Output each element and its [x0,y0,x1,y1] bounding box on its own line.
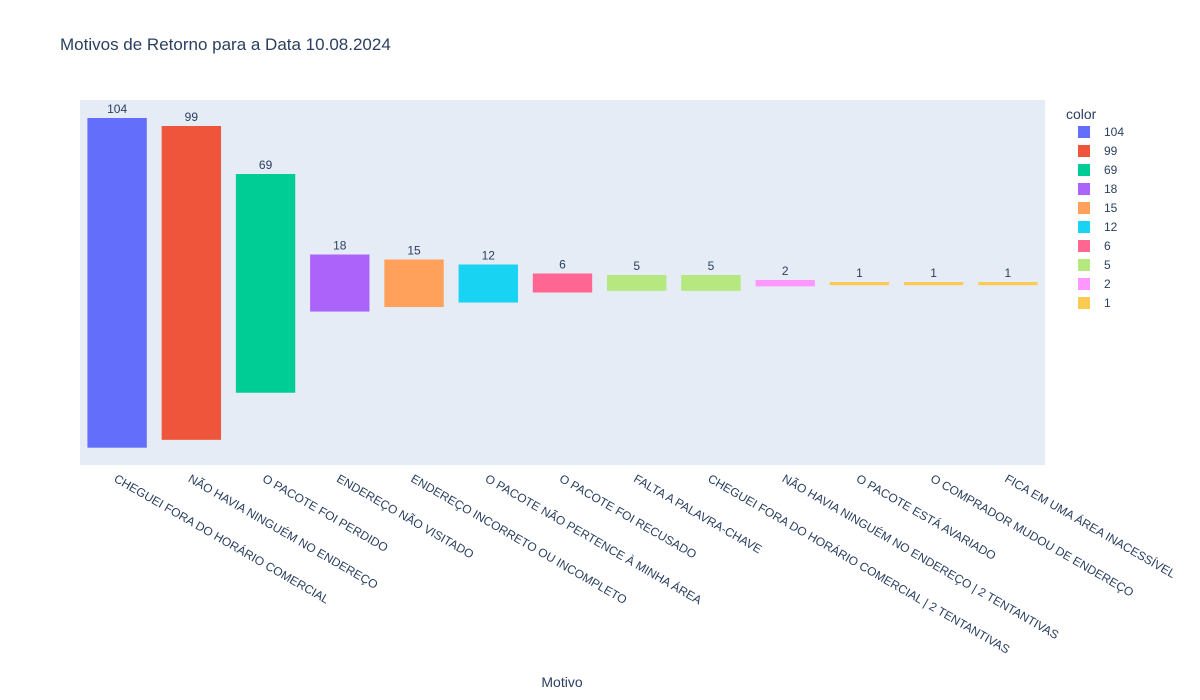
legend-label-9[interactable]: 2 [1104,277,1111,291]
data-label-7: 6 [559,258,566,272]
data-label-10: 2 [782,264,789,278]
legend-label-10[interactable]: 1 [1104,296,1111,310]
legend-swatch-7[interactable] [1078,240,1090,252]
bar-12[interactable] [903,282,964,286]
data-label-13: 1 [1005,266,1012,280]
legend-swatch-4[interactable] [1078,183,1090,195]
legend-label-2[interactable]: 99 [1104,144,1118,158]
bar-10[interactable] [755,280,815,287]
data-label-3: 69 [259,158,273,172]
legend-swatch-8[interactable] [1078,259,1090,271]
legend-swatch-6[interactable] [1078,221,1090,233]
data-label-2: 99 [185,110,199,124]
bar-9[interactable] [681,275,741,291]
bar-2[interactable] [161,126,222,440]
legend-swatch-10[interactable] [1078,297,1090,309]
data-label-4: 18 [333,239,347,253]
data-label-11: 1 [856,266,863,280]
data-label-6: 12 [482,249,496,263]
legend: color 104 99 69 18 15 12 6 5 2 1 [1066,106,1124,310]
legend-swatch-5[interactable] [1078,202,1090,214]
bar-6[interactable] [458,264,518,303]
legend-swatch-2[interactable] [1078,145,1090,157]
chart-title: Motivos de Retorno para a Data 10.08.202… [60,35,391,54]
data-label-8: 5 [633,259,640,273]
legend-label-6[interactable]: 12 [1104,220,1118,234]
bar-5[interactable] [384,259,444,308]
bar-4[interactable] [310,254,370,312]
data-label-1: 104 [107,102,127,116]
legend-label-4[interactable]: 18 [1104,182,1118,196]
legend-swatch-9[interactable] [1078,278,1090,290]
legend-swatch-3[interactable] [1078,164,1090,176]
bar-13[interactable] [978,282,1038,286]
x-axis-title: Motivo [541,674,582,690]
legend-label-8[interactable]: 5 [1104,258,1111,272]
bar-8[interactable] [607,275,667,291]
data-label-5: 15 [407,244,421,258]
bars-layer [87,118,1038,448]
legend-label-1[interactable]: 104 [1104,125,1124,139]
bar-11[interactable] [829,282,890,286]
bar-1[interactable] [87,118,147,448]
data-label-9: 5 [708,259,715,273]
legend-label-7[interactable]: 6 [1104,239,1111,253]
data-label-12: 1 [930,266,937,280]
data-labels-layer: 104 99 69 18 15 12 6 5 5 2 1 1 1 [107,102,1011,280]
legend-label-5[interactable]: 15 [1104,201,1118,215]
legend-title: color [1066,106,1097,122]
legend-swatch-1[interactable] [1078,126,1090,138]
legend-label-3[interactable]: 69 [1104,163,1118,177]
bar-7[interactable] [532,273,593,293]
bar-3[interactable] [235,174,296,393]
